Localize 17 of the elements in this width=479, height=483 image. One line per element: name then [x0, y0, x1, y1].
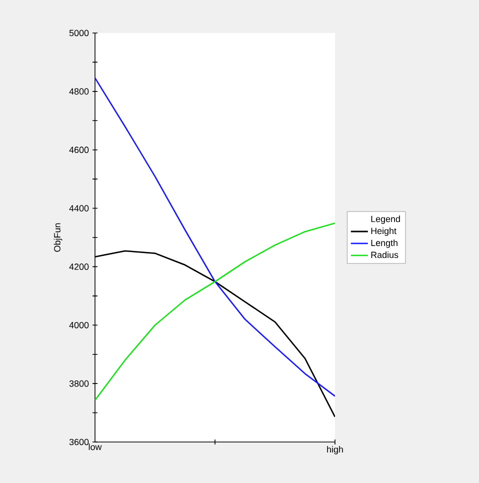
- y-tick-label: 4800: [69, 88, 89, 95]
- y-tick-label: 4200: [69, 264, 89, 270]
- x-tick-label: low: [88, 444, 102, 450]
- y-tick-label: 3800: [69, 380, 89, 387]
- y-tick-label: 5000: [69, 30, 89, 36]
- y-tick-label: 3600: [69, 438, 89, 446]
- y-tick-label: 4000: [69, 322, 89, 328]
- line-series: [95, 222, 335, 401]
- y-tick-label: 4600: [69, 146, 89, 154]
- x-tick-label: high: [327, 446, 343, 454]
- y-axis-title: ObjFun: [54, 223, 62, 252]
- y-tick-label: 4400: [69, 205, 89, 212]
- legend-label: Length: [371, 239, 398, 248]
- legend-title: Legend: [371, 216, 400, 224]
- legend-label: Height: [371, 228, 396, 236]
- legend-label: Radius: [371, 251, 398, 258]
- line-series: [95, 77, 335, 397]
